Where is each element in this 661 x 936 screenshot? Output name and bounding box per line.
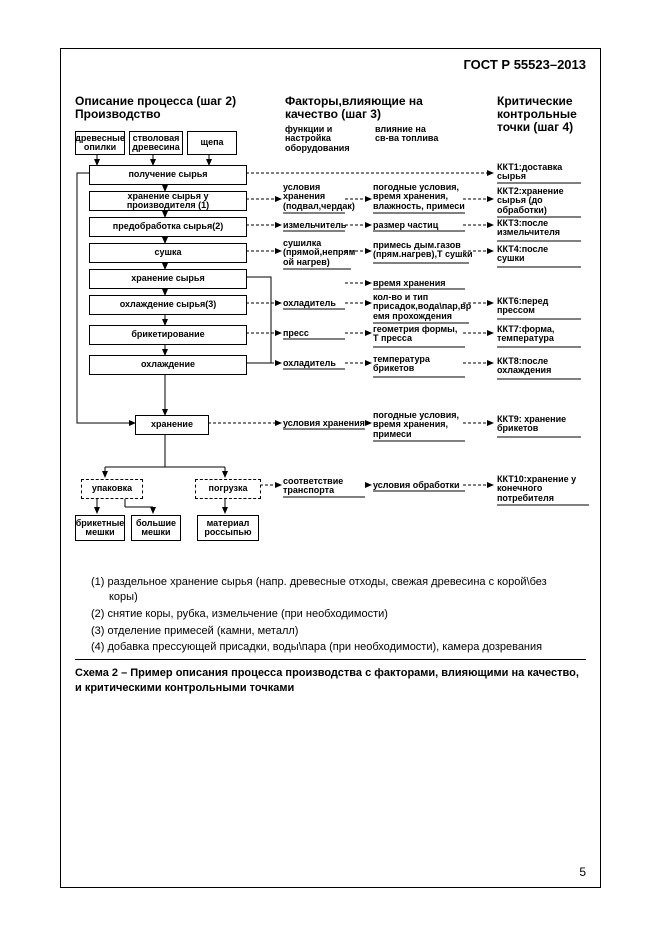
- f11b: условия обработки: [373, 481, 463, 490]
- note-2: (2) снятие коры, рубка, измельчение (при…: [91, 607, 570, 622]
- note-3: (3) отделение примесей (камни, металл): [91, 624, 570, 639]
- f8b: температура брикетов: [373, 355, 463, 374]
- step-8: охлаждение: [89, 355, 247, 375]
- f4b: примесь дым.газов (прям.нагрев),Т сушки: [373, 241, 467, 260]
- f2b: погодные условия, время хранения, влажно…: [373, 183, 463, 211]
- footnotes: (1) раздельное хранение сырья (напр. дре…: [91, 575, 570, 657]
- out-1: брикетные мешки: [75, 515, 125, 541]
- input-chips: щепа: [187, 131, 237, 155]
- f4a: сушилка (прямой,непрям ой нагрев): [283, 239, 353, 267]
- page-number: 5: [579, 865, 586, 879]
- kkt3: ККТ3:после измельчителя: [497, 219, 587, 238]
- f9a: условия хранения: [283, 419, 365, 428]
- step-2: хранение сырья у производителя (1): [89, 191, 247, 211]
- f5b: время хранения: [373, 279, 463, 288]
- f2a: условия хранения (подвал,чердак): [283, 183, 345, 211]
- out-3: материал россыпью: [197, 515, 259, 541]
- input-sawdust: древесные опилки: [75, 131, 125, 155]
- step-6: охлаждение сырья(3): [89, 295, 247, 315]
- f6b: кол-во и тип присадок,вода\пар,вр емя пр…: [373, 293, 467, 321]
- kkt1: ККТ1:доставка сырья: [497, 163, 587, 182]
- doc-header: ГОСТ Р 55523–2013: [463, 57, 586, 72]
- kkt8: ККТ8:после охлаждения: [497, 357, 587, 376]
- kkt2: ККТ2:хранение сырья (до обработки): [497, 187, 587, 215]
- kkt9: ККТ9: хранение брикетов: [497, 415, 587, 434]
- f9b: погодные условия, время хранения, примес…: [373, 411, 463, 439]
- f6a: охладитель: [283, 299, 345, 308]
- f11a: соответствие транспорта: [283, 477, 365, 496]
- kkt10: ККТ10:хранение у конечного потребителя: [497, 475, 589, 503]
- step-4: сушка: [89, 243, 247, 263]
- step-5: хранение сырья: [89, 269, 247, 289]
- process-diagram: Описание процесса (шаг 2)Производство Фа…: [75, 95, 589, 545]
- step-1: получение сырья: [89, 165, 247, 185]
- kkt4: ККТ4:после сушки: [497, 245, 587, 264]
- step-10: упаковка: [81, 479, 143, 499]
- figure-caption: Схема 2 – Пример описания процесса произ…: [75, 653, 586, 696]
- step-9: хранение: [135, 415, 209, 435]
- f3b: размер частиц: [373, 221, 463, 230]
- step-3: предобработка сырья(2): [89, 217, 247, 237]
- note-1: (1) раздельное хранение сырья (напр. дре…: [91, 575, 570, 605]
- f7b: геометрия формы, Т пресса: [373, 325, 463, 344]
- f8a: охладитель: [283, 359, 345, 368]
- f7a: пресс: [283, 329, 345, 338]
- f3a: измельчитель: [283, 221, 345, 230]
- out-2: большие мешки: [131, 515, 181, 541]
- input-trunk: стволовая древесина: [129, 131, 183, 155]
- kkt6: ККТ6:перед прессом: [497, 297, 587, 316]
- kkt7: ККТ7:форма, температура: [497, 325, 587, 344]
- page-frame: ГОСТ Р 55523–2013 5 Описание процесса (ш…: [60, 48, 601, 888]
- step-11: погрузка: [195, 479, 261, 499]
- step-7: брикетирование: [89, 325, 247, 345]
